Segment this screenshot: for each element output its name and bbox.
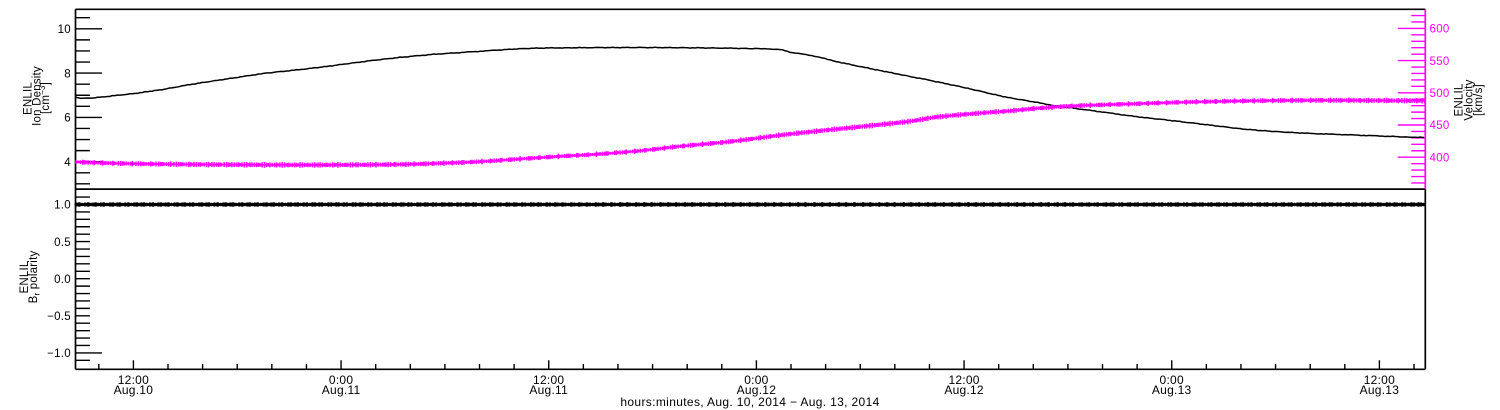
- svg-text:Br polarity: Br polarity: [28, 251, 42, 304]
- svg-text:6: 6: [64, 113, 71, 125]
- svg-text:Ion Density: Ion Density: [31, 66, 43, 126]
- svg-text:550: 550: [1430, 56, 1450, 68]
- svg-text:10: 10: [58, 24, 71, 36]
- svg-text:500: 500: [1430, 88, 1450, 100]
- svg-text:12:00: 12:00: [948, 373, 979, 387]
- svg-text:0:00: 0:00: [329, 373, 353, 387]
- svg-text:12:00: 12:00: [118, 373, 149, 387]
- svg-text:ENLIL: ENLIL: [1454, 83, 1466, 116]
- svg-text:4: 4: [64, 157, 71, 169]
- svg-text:12:00: 12:00: [1364, 373, 1395, 387]
- svg-text:ENLIL: ENLIL: [23, 82, 35, 115]
- svg-text:Aug.11: Aug.11: [529, 383, 568, 397]
- svg-text:−0.5: −0.5: [47, 311, 71, 323]
- svg-text:8: 8: [64, 68, 71, 80]
- svg-text:Aug.13: Aug.13: [1360, 383, 1400, 397]
- svg-text:0.5: 0.5: [54, 237, 71, 249]
- svg-text:Aug.11: Aug.11: [322, 383, 361, 397]
- svg-text:0:00: 0:00: [1160, 373, 1184, 387]
- svg-text:1.0: 1.0: [54, 200, 71, 212]
- svg-text:450: 450: [1430, 120, 1450, 132]
- svg-text:Aug.13: Aug.13: [1152, 383, 1192, 397]
- svg-text:[km/s]: [km/s]: [1473, 84, 1485, 116]
- svg-text:Velocity: Velocity: [1463, 79, 1475, 120]
- svg-text:Aug.10: Aug.10: [114, 383, 154, 397]
- svg-text:600: 600: [1430, 24, 1450, 36]
- svg-text:ENLIL: ENLIL: [19, 260, 31, 293]
- svg-text:400: 400: [1430, 152, 1450, 164]
- svg-text:−1.0: −1.0: [47, 348, 71, 360]
- svg-text:0:00: 0:00: [744, 373, 768, 387]
- svg-text:12:00: 12:00: [533, 373, 564, 387]
- svg-text:hours:minutes, Aug. 10, 2014 −: hours:minutes, Aug. 10, 2014 − Aug. 13, …: [620, 395, 879, 409]
- svg-text:0.0: 0.0: [54, 274, 71, 286]
- svg-text:Aug.12: Aug.12: [737, 383, 777, 397]
- svg-text:Aug.12: Aug.12: [944, 383, 984, 397]
